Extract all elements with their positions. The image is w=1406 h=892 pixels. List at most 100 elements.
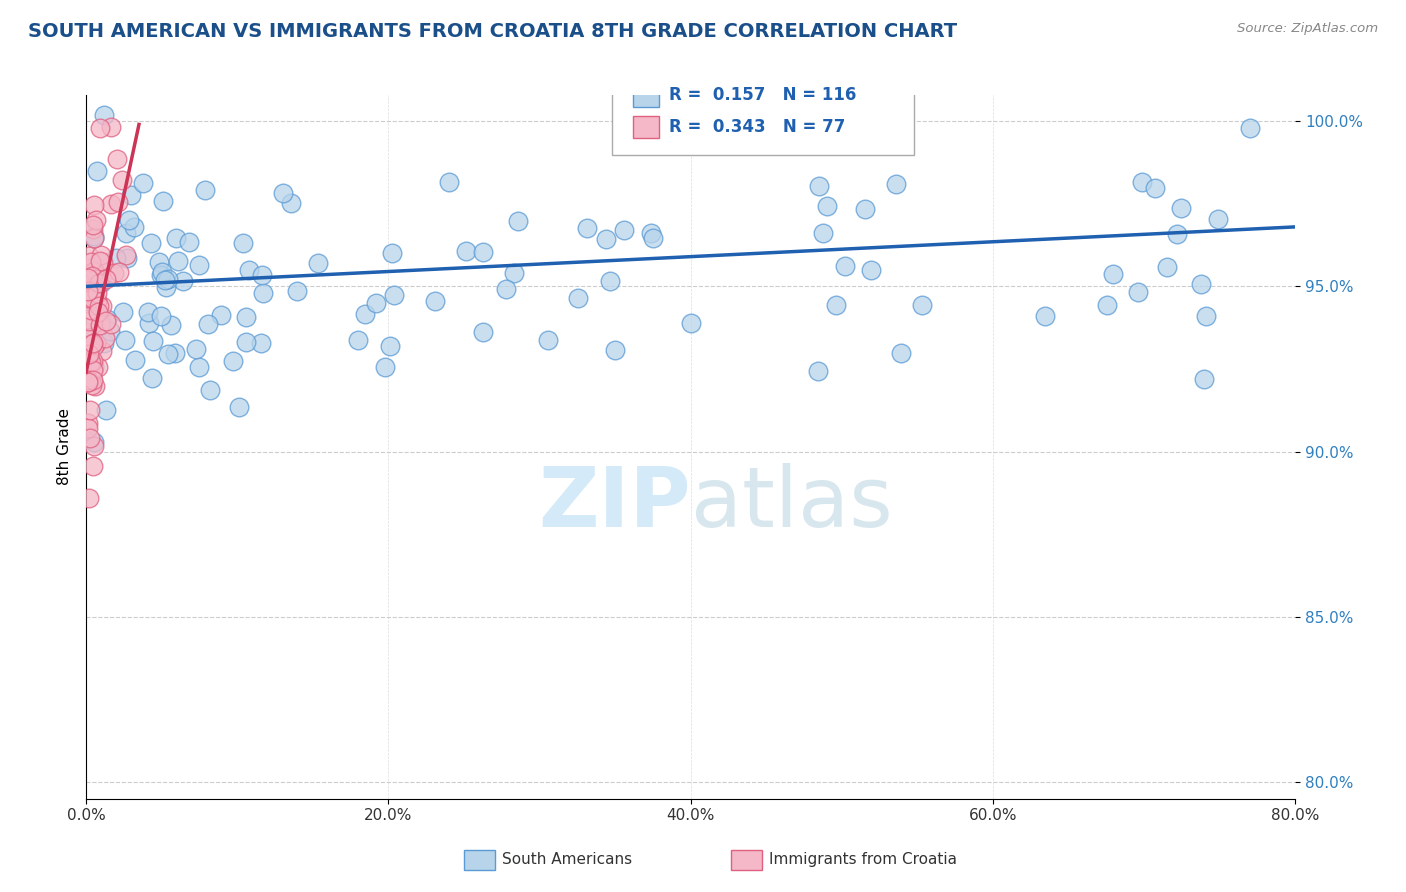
Point xyxy=(506,214,529,228)
Point xyxy=(150,265,173,279)
Point xyxy=(77,267,100,281)
Point xyxy=(79,403,101,417)
Point xyxy=(149,309,172,323)
Point xyxy=(141,236,163,251)
Text: R =  0.343   N = 77: R = 0.343 N = 77 xyxy=(669,118,845,136)
Point xyxy=(77,291,100,305)
Point xyxy=(83,302,105,317)
Text: South Americans: South Americans xyxy=(502,853,633,867)
Point xyxy=(82,373,104,387)
Point xyxy=(1102,267,1125,281)
Point xyxy=(94,272,117,286)
Point xyxy=(141,370,163,384)
Point xyxy=(1128,285,1150,299)
Point xyxy=(100,317,122,331)
Point xyxy=(232,236,254,251)
Point xyxy=(91,344,114,359)
Point xyxy=(82,363,104,377)
Point xyxy=(193,183,215,197)
Point xyxy=(252,268,274,283)
Point xyxy=(100,120,122,135)
Point xyxy=(271,186,294,200)
Text: Immigrants from Croatia: Immigrants from Croatia xyxy=(769,853,957,867)
Point xyxy=(76,373,98,387)
Point xyxy=(238,262,260,277)
Point xyxy=(148,255,170,269)
Point xyxy=(105,251,128,265)
Y-axis label: 8th Grade: 8th Grade xyxy=(58,409,72,485)
Point xyxy=(187,258,209,272)
Point xyxy=(96,402,118,417)
Point xyxy=(575,221,598,235)
Point xyxy=(382,287,405,301)
Point xyxy=(83,439,105,453)
Point xyxy=(811,226,834,240)
Point xyxy=(86,285,108,300)
Point xyxy=(157,271,180,285)
Point xyxy=(90,276,112,290)
Point xyxy=(138,316,160,330)
Point xyxy=(456,244,478,259)
Point xyxy=(96,312,118,326)
Point xyxy=(80,261,103,276)
Point xyxy=(87,276,110,290)
Point xyxy=(89,317,111,331)
Point xyxy=(89,299,111,313)
Point xyxy=(108,265,131,279)
Point xyxy=(87,272,110,286)
Point xyxy=(1033,310,1056,324)
Point xyxy=(613,223,636,237)
Point xyxy=(640,226,662,240)
Point xyxy=(83,326,105,340)
Bar xyxy=(633,116,659,138)
Point xyxy=(77,331,100,345)
Point xyxy=(1130,175,1153,189)
Point xyxy=(83,264,105,278)
Point xyxy=(1170,201,1192,215)
Point xyxy=(495,282,517,296)
Point xyxy=(84,378,107,392)
Point xyxy=(80,291,103,305)
Text: Source: ZipAtlas.com: Source: ZipAtlas.com xyxy=(1237,22,1378,36)
Bar xyxy=(633,84,659,107)
Point xyxy=(76,311,98,326)
Point xyxy=(198,383,221,397)
Point xyxy=(76,416,98,430)
Point xyxy=(681,316,703,330)
Point xyxy=(222,354,245,368)
Point xyxy=(89,121,111,136)
Point xyxy=(89,254,111,268)
Point xyxy=(79,431,101,445)
Point xyxy=(83,339,105,353)
Point xyxy=(503,266,526,280)
Point xyxy=(76,302,98,317)
Point xyxy=(83,434,105,449)
Point xyxy=(165,231,187,245)
Point xyxy=(165,346,187,360)
Point xyxy=(807,364,830,378)
Point xyxy=(87,360,110,375)
Point xyxy=(80,269,103,284)
Point xyxy=(1206,211,1229,226)
Point xyxy=(80,378,103,392)
Point xyxy=(124,353,146,368)
Point xyxy=(90,316,112,330)
Point xyxy=(1189,277,1212,292)
Point xyxy=(84,335,107,350)
Point xyxy=(83,228,105,243)
Point xyxy=(114,333,136,347)
Point xyxy=(83,277,105,292)
Point xyxy=(94,314,117,328)
Point xyxy=(90,298,112,312)
Point xyxy=(472,245,495,260)
Point xyxy=(381,245,404,260)
Point xyxy=(77,347,100,361)
Point xyxy=(110,172,132,186)
Point xyxy=(94,331,117,345)
Point xyxy=(82,458,104,473)
Point xyxy=(537,333,560,347)
Point xyxy=(80,355,103,369)
Point xyxy=(142,334,165,349)
Point xyxy=(83,360,105,375)
Point xyxy=(86,164,108,178)
